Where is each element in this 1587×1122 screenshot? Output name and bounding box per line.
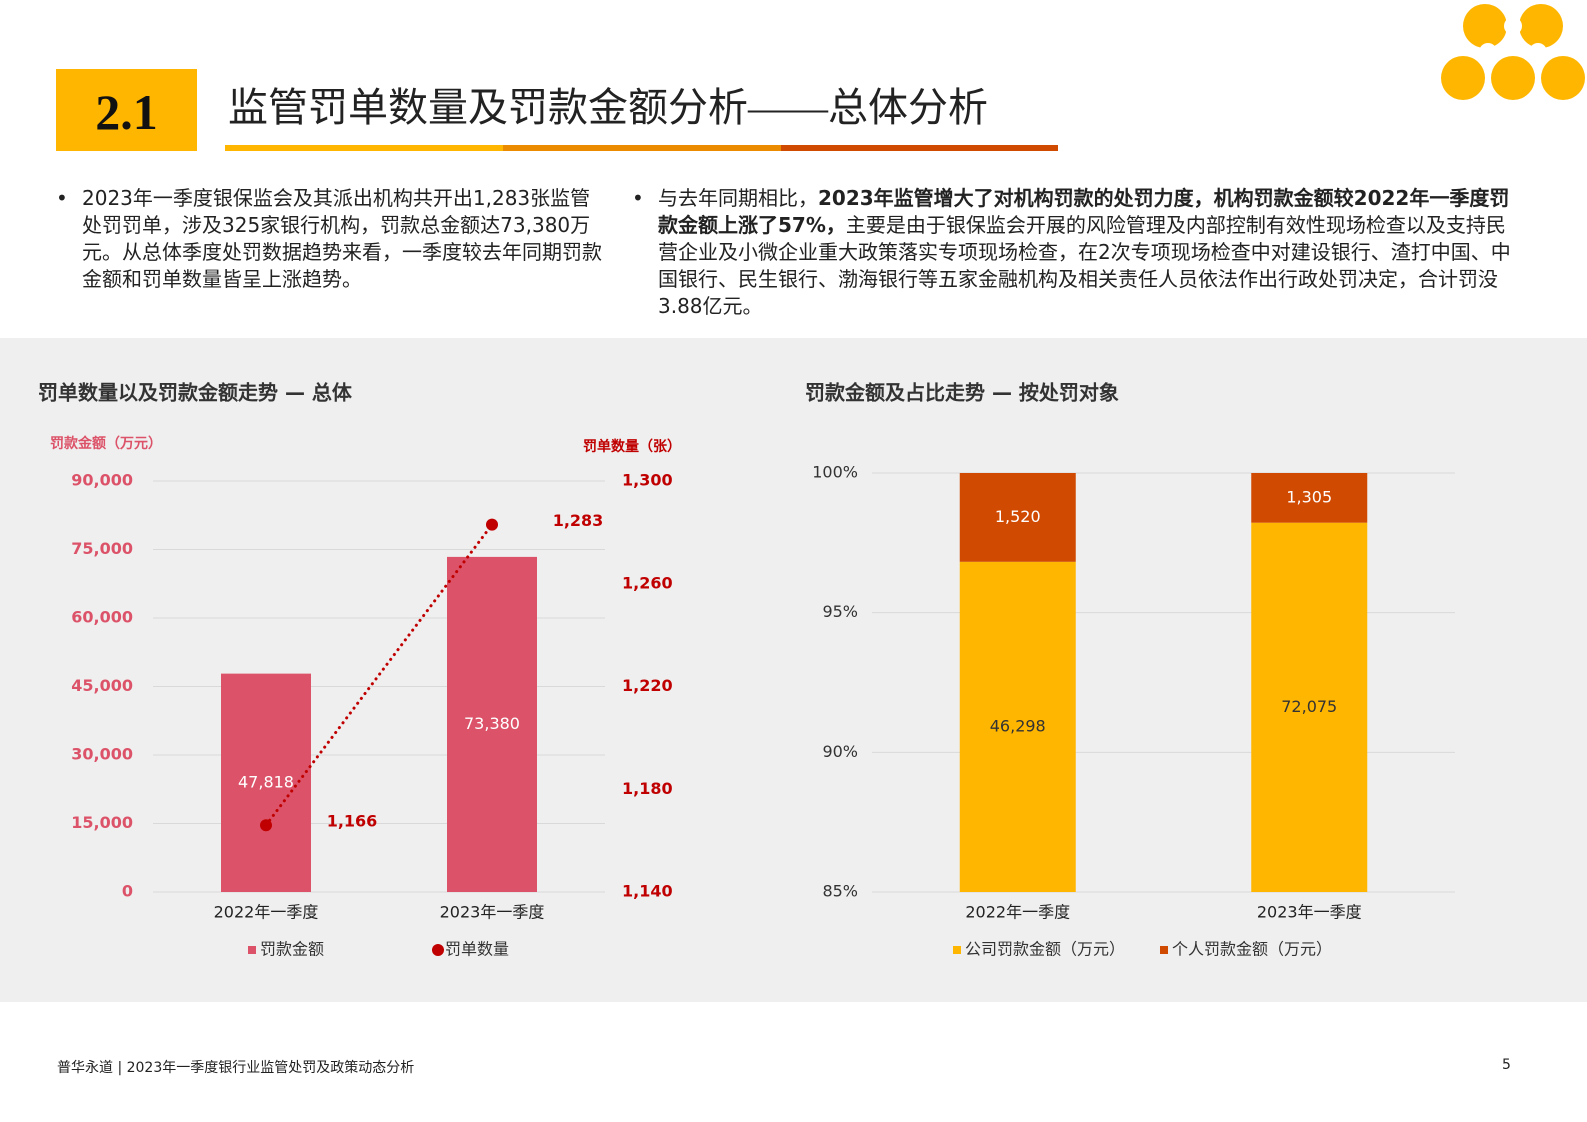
- page-number: 5: [1502, 1057, 1511, 1073]
- y-tick-label: 90,000: [71, 471, 133, 490]
- legend-label: 罚单数量: [445, 940, 509, 959]
- legend-marker: [248, 946, 256, 954]
- y-tick-label: 60,000: [71, 608, 133, 627]
- chart-title: 罚款金额及占比走势 — 按处罚对象: [805, 381, 1119, 405]
- y-tick-label: 0: [122, 882, 133, 901]
- footer-text: 普华永道 | 2023年一季度银行业监管处罚及政策动态分析: [57, 1060, 415, 1076]
- bar-segment: [959, 473, 1076, 562]
- section-title: 监管罚单数量及罚款金额分析——总体分析: [228, 85, 988, 130]
- bar: [447, 556, 537, 892]
- legend-label: 罚款金额: [260, 940, 324, 959]
- legend-label: 公司罚款金额（万元）: [965, 940, 1125, 959]
- chart-title: 罚单数量以及罚款金额走势 — 总体: [38, 381, 353, 405]
- legend-marker: [432, 944, 444, 956]
- y2-axis-label: 罚单数量（张）: [583, 438, 681, 455]
- y2-tick-label: 1,140: [622, 882, 673, 901]
- data-label: 1,166: [327, 812, 378, 831]
- y2-tick-label: 1,300: [622, 471, 673, 490]
- y-tick-label: 45,000: [71, 676, 133, 695]
- line-marker: [486, 518, 498, 531]
- x-tick-label: 2023年一季度: [1257, 903, 1362, 922]
- y-tick-label: 100%: [812, 463, 858, 482]
- line-marker: [260, 819, 272, 832]
- y2-tick-label: 1,220: [622, 676, 673, 695]
- bar-segment: [1251, 522, 1368, 892]
- y2-tick-label: 1,180: [622, 779, 673, 798]
- underline: [503, 145, 781, 151]
- data-label: 1,305: [1286, 487, 1332, 506]
- bar: [221, 673, 311, 892]
- data-label: 47,818: [238, 772, 294, 791]
- y-tick-label: 30,000: [71, 745, 133, 764]
- x-tick-label: 2022年一季度: [214, 903, 319, 922]
- x-tick-label: 2023年一季度: [440, 903, 545, 922]
- section-number: 2.1: [56, 69, 197, 151]
- bullet-text: 与去年同期相比，2023年监管增大了对机构罚款的处罚力度，机构罚款金额较2022…: [632, 185, 1518, 320]
- y2-tick-label: 1,260: [622, 573, 673, 592]
- line: [264, 523, 494, 827]
- data-label: 1,520: [995, 507, 1041, 526]
- data-label: 72,075: [1281, 697, 1337, 716]
- y-tick-label: 90%: [822, 742, 858, 761]
- data-label: 73,380: [464, 714, 520, 733]
- underline: [781, 145, 1058, 151]
- text-run: 主要是由于银保监会开展的风险管理及内部控制有效性现场检查以及支持民营企业及小微企…: [658, 213, 1511, 318]
- bar-segment: [959, 561, 1076, 892]
- x-tick-label: 2022年一季度: [965, 903, 1070, 922]
- data-label: 46,298: [990, 716, 1046, 735]
- y-tick-label: 75,000: [71, 539, 133, 558]
- logo: [1441, 4, 1585, 100]
- underline: [225, 145, 503, 151]
- text-run: 与去年同期相比，: [658, 186, 818, 210]
- bullet-text: 2023年一季度银保监会及其派出机构共开出1,283张监管处罚罚单，涉及325家…: [56, 185, 602, 293]
- legend-marker: [1160, 946, 1168, 954]
- text-run: 2023年一季度银保监会及其派出机构共开出1,283张监管处罚罚单，涉及325家…: [82, 186, 602, 291]
- bar-segment: [1251, 473, 1368, 523]
- legend-marker: [953, 946, 961, 954]
- legend-label: 个人罚款金额（万元）: [1172, 940, 1332, 959]
- y-axis-label: 罚款金额（万元）: [50, 435, 162, 452]
- y-tick-label: 95%: [822, 602, 858, 621]
- y-tick-label: 85%: [822, 882, 858, 901]
- y-tick-label: 15,000: [71, 813, 133, 832]
- data-label: 1,283: [553, 511, 604, 530]
- text-run: 2023年监管增大了对机构罚款的处罚力度，机构罚款金额较2022年一季度罚款金额…: [658, 186, 1510, 237]
